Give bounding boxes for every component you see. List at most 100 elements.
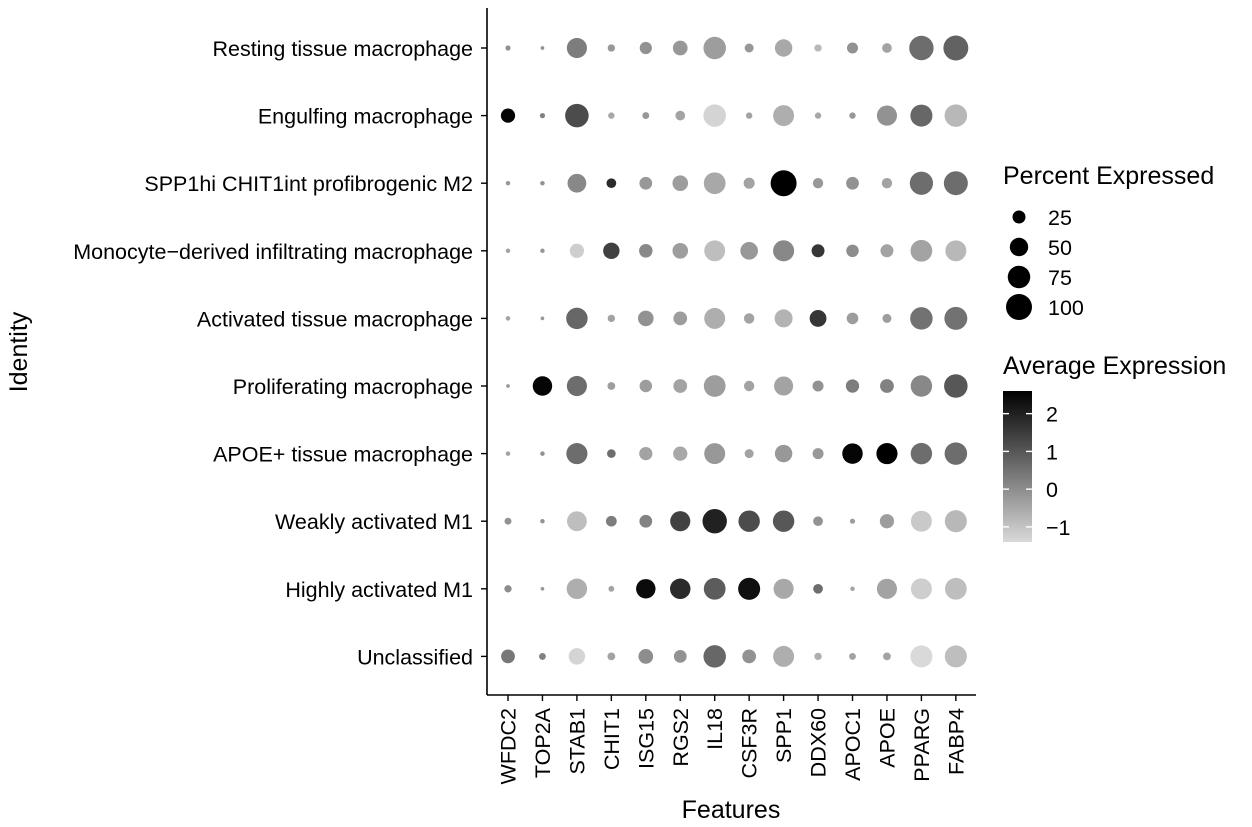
dot	[910, 307, 933, 330]
y-tick-label: Unclassified	[357, 645, 473, 669]
size-legend-label: 25	[1048, 206, 1072, 230]
size-legend-dot	[1012, 210, 1026, 224]
dot	[944, 577, 967, 600]
dot	[636, 579, 656, 599]
dot	[910, 104, 933, 127]
color-legend-title: Average Expression	[1003, 352, 1226, 380]
dot	[811, 244, 825, 258]
size-legend-label: 50	[1048, 236, 1072, 260]
dot	[638, 310, 654, 327]
dot	[566, 375, 587, 397]
dot	[540, 586, 545, 591]
dot	[670, 511, 691, 532]
dot	[812, 448, 824, 460]
dot	[944, 510, 967, 533]
dot	[704, 307, 726, 329]
y-tick-label: APOE+ tissue macrophage	[213, 443, 473, 467]
dot	[639, 41, 652, 55]
dot	[809, 309, 827, 327]
dot	[738, 577, 761, 600]
dot	[607, 382, 616, 390]
dot	[539, 113, 546, 119]
dot	[742, 649, 757, 664]
dot	[880, 379, 894, 393]
dot	[880, 244, 894, 258]
dot	[744, 43, 754, 53]
dot	[813, 516, 823, 527]
dot	[566, 307, 588, 330]
dot	[879, 514, 895, 529]
dot	[540, 451, 545, 456]
dot	[504, 585, 512, 593]
dot	[881, 178, 893, 189]
dot	[605, 515, 617, 527]
x-tick-label: IL18	[703, 708, 727, 750]
dot	[909, 171, 934, 195]
dot-grid	[500, 35, 969, 668]
dot	[738, 510, 760, 532]
dot	[876, 578, 898, 599]
dot	[842, 443, 863, 464]
dot	[944, 374, 968, 398]
dot	[910, 442, 933, 465]
dot	[673, 446, 688, 461]
dot	[944, 645, 967, 668]
dot	[743, 177, 755, 189]
dot	[849, 652, 856, 660]
dot	[744, 449, 754, 459]
x-tick-label: STAB1	[565, 708, 589, 775]
x-tick-label: CHIT1	[600, 708, 624, 770]
dot	[540, 316, 545, 321]
dot	[883, 652, 891, 661]
dot	[606, 178, 617, 189]
dot	[670, 578, 691, 600]
x-tick-label: ISG15	[634, 708, 658, 769]
colorbar-label: 0	[1046, 478, 1058, 502]
dot	[703, 104, 726, 127]
dot	[567, 173, 587, 193]
dot	[504, 517, 512, 525]
dot	[944, 306, 968, 330]
x-tick-label: FABP4	[944, 708, 968, 775]
dot	[608, 112, 615, 119]
dot	[566, 37, 587, 59]
dot	[639, 446, 653, 461]
dot	[608, 585, 615, 592]
colorbar	[1003, 391, 1032, 542]
dot	[945, 240, 967, 262]
dot	[846, 176, 859, 190]
dot	[568, 648, 586, 665]
dot	[943, 171, 968, 196]
dot	[944, 104, 968, 127]
y-tick-label: Highly activated M1	[285, 578, 473, 602]
y-tick-label: Activated tissue macrophage	[197, 307, 473, 331]
dot	[607, 44, 616, 52]
dot	[743, 313, 755, 324]
x-ticks	[507, 695, 957, 701]
dot	[774, 444, 793, 463]
dot	[812, 178, 824, 189]
size-legend-dot	[1007, 265, 1031, 289]
dot	[639, 244, 653, 258]
dot	[540, 46, 545, 50]
dot	[773, 578, 794, 599]
dot	[567, 511, 587, 532]
dot	[846, 244, 859, 258]
dot	[607, 449, 616, 458]
dot	[944, 442, 968, 465]
dot	[565, 103, 589, 128]
dot	[703, 375, 726, 397]
x-tick-label: APOC1	[841, 708, 865, 781]
dot	[704, 443, 726, 465]
dot	[639, 176, 653, 190]
dot	[774, 39, 793, 57]
x-tick-label: RGS2	[669, 708, 693, 767]
dot	[532, 376, 553, 396]
dot	[704, 240, 726, 262]
dot	[845, 379, 860, 393]
dot	[505, 451, 511, 456]
color-legend: Average Expression 2 1 0 −1	[1003, 352, 1226, 542]
dot	[607, 652, 616, 661]
dot	[846, 312, 859, 325]
